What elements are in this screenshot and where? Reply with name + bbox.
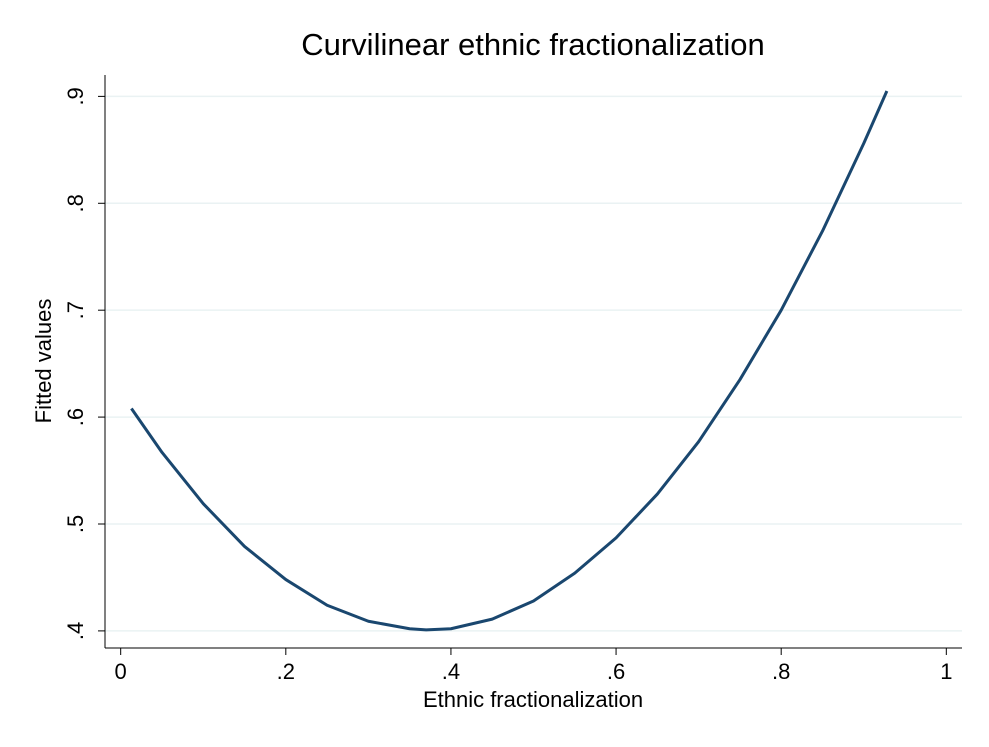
y-tick-label: .9 bbox=[63, 87, 88, 105]
y-axis-label: Fitted values bbox=[31, 299, 56, 424]
y-tick-label: .7 bbox=[63, 301, 88, 319]
x-tick-label: .8 bbox=[772, 659, 790, 684]
x-tick-label: 0 bbox=[115, 659, 127, 684]
y-tick-label: .4 bbox=[63, 622, 88, 640]
x-tick-label: 1 bbox=[940, 659, 952, 684]
x-tick-label: .6 bbox=[607, 659, 625, 684]
y-tick-label: .6 bbox=[63, 408, 88, 426]
y-tick-label: .8 bbox=[63, 194, 88, 212]
x-axis-label: Ethnic fractionalization bbox=[423, 687, 643, 712]
line-series bbox=[130, 90, 889, 632]
x-tick-label: .4 bbox=[442, 659, 460, 684]
y-tick-label: .5 bbox=[63, 515, 88, 533]
chart-title: Curvilinear ethnic fractionalization bbox=[301, 27, 765, 62]
x-tick-label: .2 bbox=[277, 659, 295, 684]
